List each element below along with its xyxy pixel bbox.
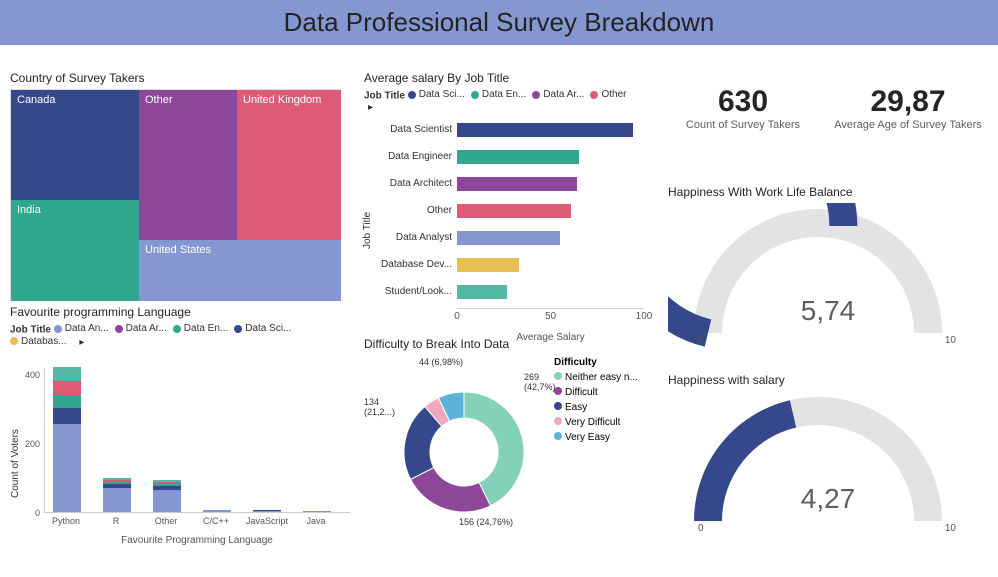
salary-bars[interactable]: Data Scientist Data Engineer Data Architec… [372, 119, 644, 303]
lang-legend-label: Job Title [10, 325, 51, 336]
treemap-tile[interactable]: Other [139, 90, 237, 240]
lang-bar[interactable] [53, 367, 81, 512]
treemap-tile[interactable]: United States [139, 240, 341, 301]
lang-chart[interactable]: Count of Voters 0200400 PythonROtherC/C+… [10, 368, 350, 538]
salary-bar-row[interactable]: Data Scientist [372, 119, 644, 141]
salary-title: Average salary By Job Title [364, 71, 644, 85]
expand-icon[interactable]: ▸ [79, 337, 84, 348]
card-count-value: 630 [668, 85, 818, 119]
lang-panel: Favourite programming Language Job Title… [10, 305, 350, 538]
donut-title: Difficulty to Break Into Data [364, 337, 664, 351]
salary-bar-row[interactable]: Data Architect [372, 173, 644, 195]
salary-legend-label: Job Title [364, 91, 405, 102]
lang-bar[interactable] [153, 480, 181, 512]
donut-legend-label: Difficulty [554, 357, 638, 368]
card-age-label: Average Age of Survey Takers [828, 119, 988, 131]
lang-xlabel: Favourite Programming Language [44, 535, 350, 546]
lang-bar[interactable] [203, 510, 231, 512]
salary-ylabel: Job Title [362, 211, 373, 248]
donut-callout: 134(21,2...) [364, 397, 395, 417]
salary-bar-row[interactable]: Data Engineer [372, 146, 644, 168]
card-count-label: Count of Survey Takers [668, 119, 818, 131]
salary-legend: Job Title Data Sci...Data En...Data Ar..… [364, 89, 644, 113]
donut-callout: 269(42,7%) [524, 372, 556, 392]
card-count: 630 Count of Survey Takers [668, 85, 818, 131]
salary-bar-row[interactable]: Data Analyst [372, 227, 644, 249]
salary-bar-row[interactable]: Other [372, 200, 644, 222]
gauge-salary-chart[interactable]: 4,27010 [668, 391, 988, 541]
gauge-worklife: Happiness With Work Life Balance 5,74010 [668, 185, 988, 353]
salary-bar-row[interactable]: Database Dev... [372, 254, 644, 276]
lang-title: Favourite programming Language [10, 305, 350, 319]
treemap-tile[interactable]: India [11, 200, 139, 301]
donut-chart[interactable]: 269(42,7%) 156 (24,76%) 134(21,2...) 44 (6,… [364, 357, 554, 537]
expand-icon[interactable]: ▸ [368, 102, 373, 113]
treemap-panel: Country of Survey Takers CanadaIndiaOthe… [10, 71, 350, 300]
lang-bar[interactable] [103, 478, 131, 512]
salary-panel: Average salary By Job Title Job Title Da… [364, 71, 644, 343]
gauge-salary: Happiness with salary 4,27010 [668, 373, 988, 541]
gauge-worklife-chart[interactable]: 5,74010 [668, 203, 988, 353]
card-age: 29,87 Average Age of Survey Takers [828, 85, 988, 131]
treemap-tile[interactable]: United Kingdom [237, 90, 341, 240]
card-age-value: 29,87 [828, 85, 988, 119]
salary-bar-row[interactable]: Student/Look... [372, 281, 644, 303]
treemap-tile[interactable]: Canada [11, 90, 139, 200]
lang-bar[interactable] [253, 510, 281, 512]
donut-legend: Neither easy n...DifficultEasyVery Diffi… [554, 372, 638, 443]
donut-callout: 156 (24,76%) [459, 517, 513, 527]
treemap-title: Country of Survey Takers [10, 71, 350, 85]
treemap-chart[interactable]: CanadaIndiaOtherUnited KingdomUnited Sta… [10, 89, 340, 300]
gauge-worklife-title: Happiness With Work Life Balance [668, 185, 988, 199]
lang-bar[interactable] [303, 511, 331, 512]
lang-legend: Job Title Data An...Data Ar...Data En...… [10, 323, 350, 348]
donut-panel: Difficulty to Break Into Data 269(42,7%)… [364, 337, 664, 537]
donut-callout: 44 (6,98%) [419, 357, 463, 367]
gauge-salary-title: Happiness with salary [668, 373, 988, 387]
page-title: Data Professional Survey Breakdown [0, 0, 998, 45]
